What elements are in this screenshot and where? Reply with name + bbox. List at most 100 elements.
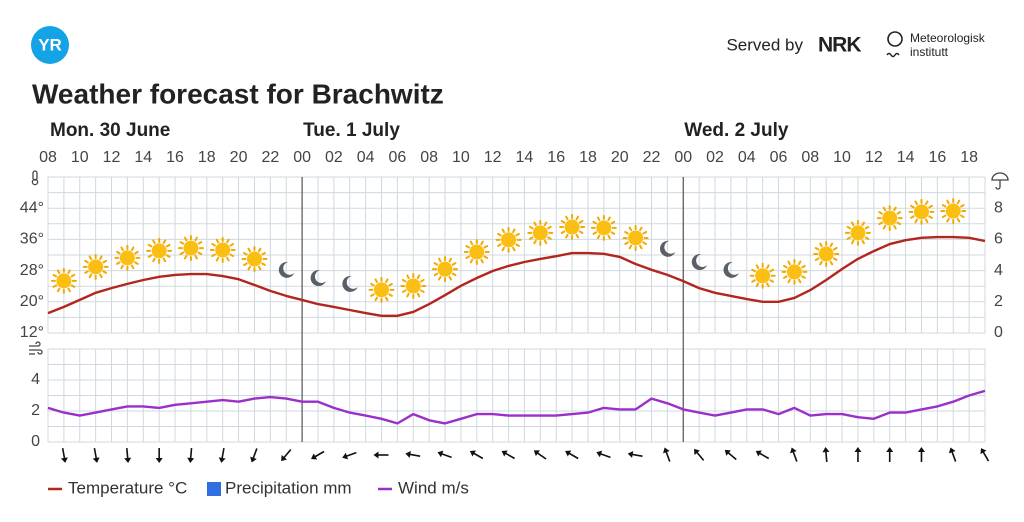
y-tick-label: 12° bbox=[20, 324, 44, 341]
arrow-head bbox=[854, 447, 862, 452]
x-tick-label: 20 bbox=[611, 149, 629, 166]
arrow-head bbox=[60, 457, 68, 463]
sun-ray bbox=[84, 270, 89, 274]
sun-ray bbox=[420, 289, 425, 293]
sun-ray bbox=[607, 216, 611, 222]
weather-symbol bbox=[241, 246, 268, 273]
sun-ray bbox=[501, 228, 506, 234]
series-line bbox=[47, 389, 986, 425]
sun-ray bbox=[483, 255, 489, 260]
x-tick-label: 06 bbox=[770, 149, 788, 166]
weather-symbol bbox=[310, 270, 326, 287]
sun-ray bbox=[194, 236, 198, 242]
sun-ray bbox=[547, 225, 552, 230]
day-label: Tue. 1 July bbox=[303, 120, 400, 141]
weather-symbol bbox=[146, 237, 173, 264]
logo-badge bbox=[31, 26, 69, 64]
sun-ray bbox=[229, 253, 235, 258]
sun-ray bbox=[226, 238, 230, 244]
moon bbox=[691, 254, 708, 271]
sun-ray bbox=[451, 262, 457, 266]
y-tick-label: 20° bbox=[20, 293, 44, 310]
sun-ray bbox=[797, 278, 802, 284]
arrow-head bbox=[124, 457, 132, 463]
sun-ray bbox=[832, 257, 838, 261]
sun-ray bbox=[179, 251, 185, 256]
sun-ray bbox=[197, 241, 203, 245]
sun-ray bbox=[165, 243, 171, 248]
sun-ray bbox=[766, 264, 770, 270]
wind-arrow bbox=[627, 451, 643, 458]
sun-ray bbox=[910, 215, 915, 219]
weather-symbol bbox=[908, 198, 935, 225]
sun-ray bbox=[787, 260, 791, 266]
y2-tick-label: 8 bbox=[994, 199, 1003, 216]
sun-ray bbox=[215, 238, 220, 244]
sun-ray bbox=[512, 228, 516, 234]
met-name: institutt bbox=[910, 45, 949, 59]
weather-symbol bbox=[660, 240, 676, 257]
arrow-head bbox=[822, 447, 830, 453]
sun-ray bbox=[575, 233, 580, 239]
sun-ray bbox=[528, 236, 534, 240]
wind-arrow bbox=[917, 447, 925, 462]
sun bbox=[564, 219, 580, 235]
series-line bbox=[47, 235, 986, 317]
sun-ray bbox=[956, 217, 961, 223]
sun-ray bbox=[247, 247, 251, 253]
sun bbox=[913, 204, 929, 220]
sun-ray bbox=[801, 275, 806, 279]
wind-arrow bbox=[693, 448, 705, 461]
weather-symbol bbox=[82, 253, 109, 280]
wind-arrow bbox=[822, 447, 830, 463]
sun-ray bbox=[130, 264, 135, 270]
legend-label: Wind m/s bbox=[398, 478, 469, 497]
weather-symbol bbox=[749, 262, 776, 289]
sun-ray bbox=[956, 199, 961, 205]
sun-ray bbox=[152, 239, 156, 245]
x-tick-label: 14 bbox=[134, 149, 152, 166]
x-tick-label: 20 bbox=[230, 149, 248, 166]
sun-ray bbox=[152, 257, 156, 263]
wind-arrow bbox=[854, 447, 862, 462]
wind-arrow bbox=[342, 451, 357, 460]
arrow-head bbox=[281, 455, 287, 462]
sun-ray bbox=[497, 232, 502, 237]
x-tick-label: 18 bbox=[960, 149, 978, 166]
moon bbox=[342, 275, 358, 292]
arrow-head bbox=[342, 452, 349, 460]
sun-ray bbox=[416, 274, 421, 280]
x-tick-label: 00 bbox=[293, 149, 311, 166]
sun-ray bbox=[197, 251, 203, 256]
sun-ray bbox=[448, 275, 453, 281]
sun-ray bbox=[910, 204, 915, 209]
sun bbox=[628, 230, 644, 246]
x-tick-label: 22 bbox=[643, 149, 661, 166]
sun-ray bbox=[882, 206, 887, 212]
sun-ray bbox=[183, 254, 188, 260]
y2-tick-label: 2 bbox=[994, 293, 1003, 310]
sun-ray bbox=[370, 293, 375, 297]
sun-ray bbox=[861, 239, 865, 245]
arrow-head bbox=[627, 451, 634, 458]
sun bbox=[786, 264, 802, 280]
sun-ray bbox=[528, 225, 534, 230]
weather-symbol bbox=[590, 214, 617, 241]
sun-ray bbox=[946, 199, 950, 205]
sun-ray bbox=[928, 215, 933, 219]
arrow-head bbox=[311, 453, 318, 460]
sun-ray bbox=[639, 226, 643, 232]
sun-ray bbox=[67, 269, 71, 275]
arrow-head bbox=[250, 456, 257, 463]
sun-ray bbox=[814, 257, 820, 261]
sun-ray bbox=[893, 224, 897, 230]
sun-ray bbox=[878, 221, 883, 226]
sun-ray bbox=[433, 272, 439, 277]
wind-arrow bbox=[790, 447, 798, 462]
umbrella-icon bbox=[991, 172, 1009, 190]
wind-tick-label: 2 bbox=[31, 402, 40, 419]
weather-symbol bbox=[114, 244, 141, 271]
sun-ray bbox=[116, 261, 121, 265]
sun-ray bbox=[896, 211, 902, 215]
